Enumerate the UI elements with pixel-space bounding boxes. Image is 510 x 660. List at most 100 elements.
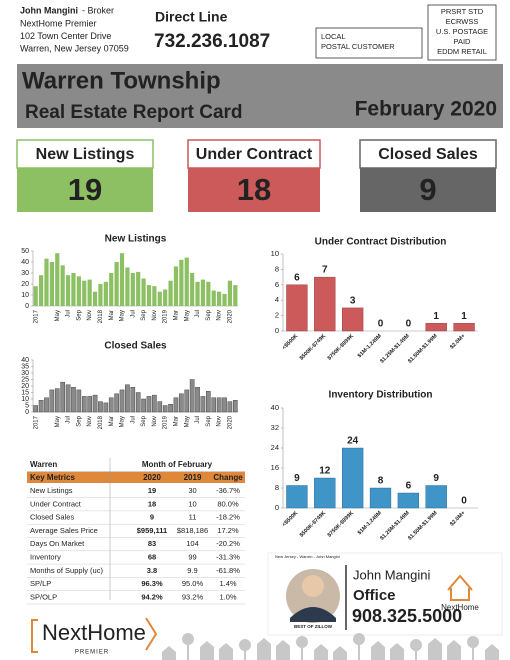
chart-title: Under Contract Distribution (315, 237, 447, 248)
y-tick-label: 0 (25, 409, 29, 416)
y-tick-label: 8 (275, 264, 279, 273)
y-tick-label: 20 (21, 383, 29, 390)
agent-phone: 908.325.5000 (352, 606, 462, 626)
table-header-cell: Change (213, 473, 243, 482)
bar (108, 397, 114, 413)
y-tick-label: 10 (271, 249, 279, 258)
chart-title: Inventory Distribution (329, 390, 433, 401)
data-label: 8 (378, 476, 384, 487)
data-label: 9 (433, 473, 439, 484)
x-tick-label: 2020 (227, 415, 233, 429)
house (333, 646, 347, 660)
table-cell: New Listings (30, 486, 73, 495)
bar (341, 447, 364, 509)
bar (314, 477, 336, 509)
footer-logo: NextHome (42, 620, 146, 645)
data-label: 12 (319, 466, 331, 477)
y-tick-label: 30 (21, 370, 29, 377)
table-cell: 19 (148, 486, 156, 495)
data-label: 1 (433, 311, 439, 322)
house (314, 644, 328, 660)
table-cell: Closed Sales (30, 513, 74, 522)
table-period: Month of February (142, 460, 213, 469)
bar (227, 280, 233, 306)
kpi-label: New Listings (36, 146, 135, 163)
bar (125, 384, 130, 413)
bar (157, 401, 163, 413)
x-tick-label: May (55, 310, 61, 321)
x-tick-label: Sep (206, 309, 212, 320)
table-cell: Under Contract (30, 499, 82, 508)
bar (44, 397, 49, 413)
agent-office: Office (353, 587, 396, 604)
table-cell: -20.2% (216, 539, 240, 548)
bar (152, 286, 157, 306)
x-tick-label: May (120, 310, 126, 321)
bar (114, 262, 119, 306)
house (485, 644, 499, 660)
bar (49, 389, 55, 413)
kpi-label: Under Contract (196, 146, 313, 163)
table-cell: $959,111 (137, 526, 167, 535)
x-tick-label: Nov (217, 310, 223, 321)
agent-name: John Mangini (353, 567, 430, 582)
bar (222, 293, 227, 306)
bar (119, 389, 125, 413)
bar (397, 492, 420, 509)
bar (425, 485, 447, 509)
bar (38, 400, 44, 413)
y-tick-label: 10 (21, 396, 29, 403)
bar (227, 401, 233, 413)
x-tick-label: Jul (195, 310, 201, 318)
x-tick-label: May (184, 310, 190, 321)
postage-line: PAID (454, 37, 472, 46)
bar (232, 400, 238, 413)
table-cell: -18.2% (216, 513, 240, 522)
y-tick-label: 0 (275, 503, 279, 512)
bar (103, 281, 108, 306)
bar (136, 271, 141, 306)
agent-logo: NextHome (441, 603, 479, 612)
address-line: POSTAL CUSTOMER (321, 42, 395, 51)
table-cell: 80.0% (217, 499, 239, 508)
footer-arrow (145, 617, 158, 651)
bar (81, 396, 87, 413)
bar (98, 284, 103, 306)
bar (65, 384, 71, 413)
y-tick-label: 6 (275, 280, 279, 289)
footer-bracket (31, 619, 38, 653)
bar (54, 388, 60, 413)
bar (162, 405, 168, 413)
table-cell: $818,186 (177, 526, 208, 535)
y-tick-label: 35 (21, 363, 29, 370)
bar (141, 278, 146, 306)
bar (314, 276, 336, 332)
bar (33, 405, 39, 413)
kpi-label-box (359, 139, 497, 169)
bar (195, 387, 200, 413)
y-tick-label: 40 (271, 403, 279, 412)
house (276, 640, 290, 660)
table-cell: 1.4% (219, 579, 236, 588)
x-tick-label: May (184, 416, 190, 427)
table-title: Warren (30, 460, 57, 469)
kpi-label: Closed Sales (378, 146, 478, 163)
y-tick-label: 24 (271, 443, 279, 452)
bar (179, 393, 184, 413)
sender-line: Warren, New Jersey 07059 (20, 43, 129, 53)
table-cell: 9 (150, 513, 154, 522)
tree (410, 639, 422, 651)
x-tick-label: Mar (109, 416, 115, 426)
house (257, 638, 271, 660)
bar (71, 273, 76, 306)
bar (130, 273, 135, 306)
tree-trunk (187, 643, 189, 660)
kpi-value-box (188, 168, 320, 212)
tree-trunk (244, 649, 246, 660)
bar (49, 262, 54, 306)
bar (76, 276, 81, 306)
house (219, 643, 233, 660)
footer-skyline (162, 633, 499, 660)
postage-line: ECRWSS (446, 17, 479, 26)
y-tick-label: 0 (275, 326, 279, 335)
